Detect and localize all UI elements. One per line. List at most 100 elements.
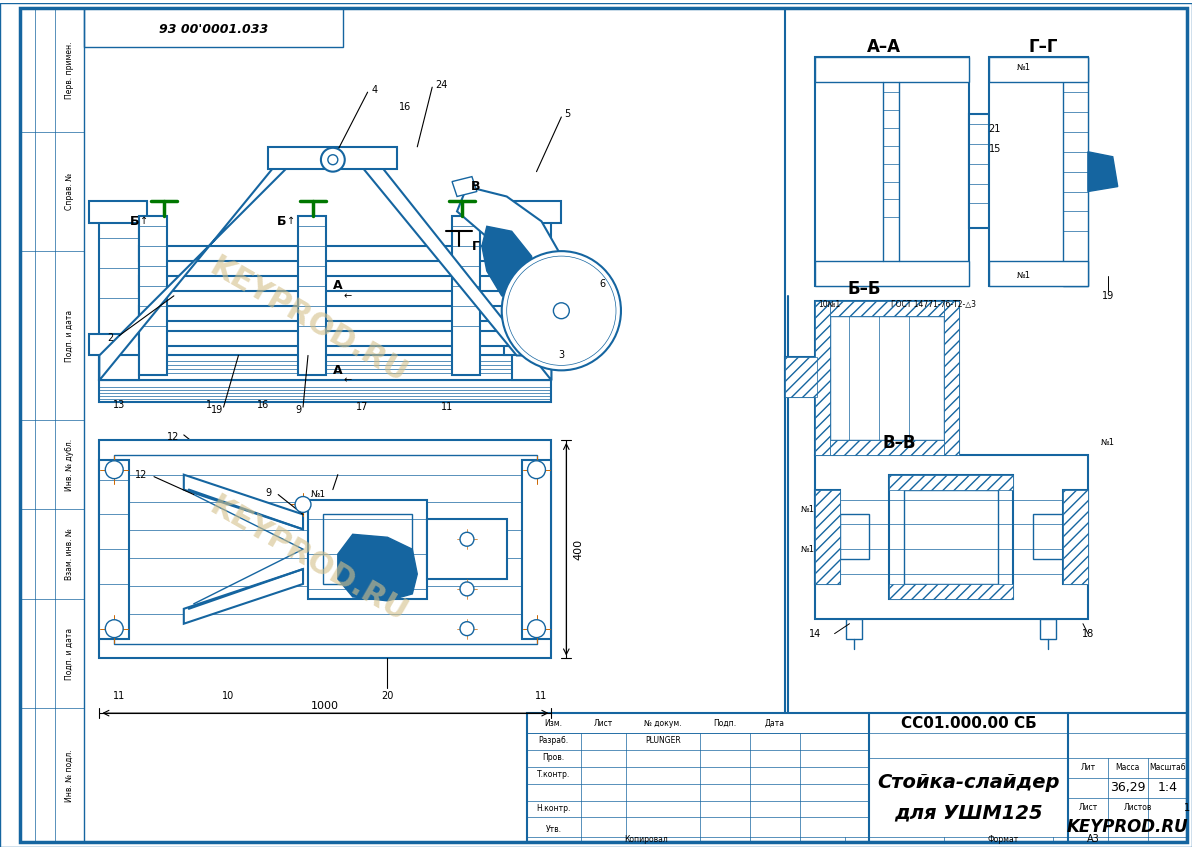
Text: 400: 400 (574, 539, 583, 560)
Bar (452, 217, 480, 376)
Text: 11: 11 (440, 402, 454, 412)
Text: Листов: Листов (1123, 803, 1152, 812)
Text: Взам. инв. №: Взам. инв. № (65, 529, 74, 580)
Circle shape (320, 148, 344, 172)
Text: Лист: Лист (1079, 803, 1098, 812)
Text: №1: №1 (1100, 439, 1115, 447)
Bar (840, 514, 869, 559)
Bar (829, 440, 944, 455)
Bar (815, 58, 968, 286)
Text: Н.контр.: Н.контр. (536, 804, 570, 813)
Text: KEYPROD.RU: KEYPROD.RU (204, 490, 412, 627)
Bar (114, 455, 536, 643)
Text: № докум.: № докум. (644, 718, 682, 728)
Text: 11: 11 (535, 691, 547, 701)
Text: А3: А3 (1086, 835, 1099, 844)
Text: 3: 3 (558, 350, 564, 360)
Text: 16: 16 (257, 400, 270, 411)
Text: 2: 2 (107, 332, 113, 343)
Bar (504, 333, 562, 355)
Text: 19: 19 (210, 405, 223, 415)
Bar (20, 8, 84, 842)
Text: Утв.: Утв. (545, 824, 562, 834)
Text: 24: 24 (436, 80, 448, 90)
Text: Подп.: Подп. (714, 718, 737, 728)
Polygon shape (338, 535, 418, 601)
Text: 5: 5 (564, 109, 570, 119)
Bar (829, 315, 944, 440)
Bar (139, 246, 511, 261)
Bar (84, 8, 343, 48)
Bar (298, 217, 326, 376)
Bar (815, 490, 840, 584)
Text: 1: 1 (205, 400, 211, 411)
Text: 15: 15 (989, 144, 1001, 154)
Circle shape (106, 461, 124, 479)
Text: 36,29: 36,29 (1110, 781, 1146, 794)
Bar (427, 519, 506, 579)
Circle shape (295, 496, 311, 513)
Text: Подп. и дата: Подп. и дата (65, 309, 74, 361)
Bar (815, 301, 959, 455)
Bar (815, 490, 840, 584)
Text: ←: ← (343, 291, 352, 301)
Bar (1063, 58, 1088, 286)
Polygon shape (100, 162, 293, 380)
Text: Подп. и дата: Подп. и дата (65, 627, 74, 679)
Polygon shape (457, 186, 566, 311)
Text: 1000: 1000 (311, 701, 338, 711)
Text: 16: 16 (400, 102, 412, 112)
Text: Б: Б (130, 215, 139, 228)
Bar (323, 514, 413, 584)
Bar (944, 301, 959, 455)
Text: СС01.000.00 СБ: СС01.000.00 СБ (901, 716, 1037, 730)
Text: Стойка-слайдер: Стойка-слайдер (877, 774, 1060, 792)
Circle shape (460, 621, 474, 636)
Bar (815, 58, 968, 82)
Text: Масса: Масса (1116, 763, 1140, 773)
Bar (785, 358, 817, 397)
Text: Справ. №: Справ. № (65, 173, 74, 210)
Polygon shape (452, 177, 476, 196)
Text: Инв. № дубл.: Инв. № дубл. (65, 439, 74, 490)
Bar (90, 201, 148, 224)
Bar (989, 58, 1088, 286)
Text: 20: 20 (382, 691, 394, 701)
Bar (846, 619, 863, 638)
Text: 10: 10 (222, 691, 235, 701)
Text: для УШМ125: для УШМ125 (894, 803, 1043, 822)
Bar (522, 460, 552, 638)
Bar (504, 201, 562, 224)
Bar (100, 380, 552, 402)
Bar (989, 58, 1088, 82)
Text: А: А (332, 280, 343, 292)
Bar (815, 301, 829, 455)
Circle shape (460, 582, 474, 596)
Text: Г–Г: Г–Г (1028, 38, 1058, 56)
Text: Лист: Лист (594, 718, 613, 728)
Text: Т.контр.: Т.контр. (536, 770, 570, 779)
Text: ↑: ↑ (140, 217, 148, 226)
Text: 9: 9 (295, 405, 301, 415)
Text: 6: 6 (599, 279, 605, 289)
Polygon shape (1088, 152, 1117, 191)
Text: Лит: Лит (1080, 763, 1096, 773)
Text: №1: №1 (1016, 271, 1031, 280)
Bar (815, 261, 968, 286)
Text: 1: 1 (1184, 802, 1190, 813)
Bar (527, 713, 1187, 842)
Bar (889, 584, 1014, 599)
Bar (139, 217, 167, 376)
Bar (785, 358, 817, 397)
Text: ГОСТ 14771-76-Т2-△3: ГОСТ 14771-76-Т2-△3 (892, 300, 977, 309)
Text: KEYPROD.RU: KEYPROD.RU (204, 252, 412, 389)
Circle shape (460, 532, 474, 547)
Bar (100, 440, 552, 659)
Circle shape (502, 251, 620, 371)
Text: 17: 17 (356, 402, 368, 412)
Bar (100, 355, 552, 380)
Text: 18: 18 (1081, 629, 1094, 638)
Text: PLUNGER: PLUNGER (644, 736, 680, 745)
Text: ←: ← (343, 376, 352, 385)
Text: 9: 9 (265, 488, 271, 497)
